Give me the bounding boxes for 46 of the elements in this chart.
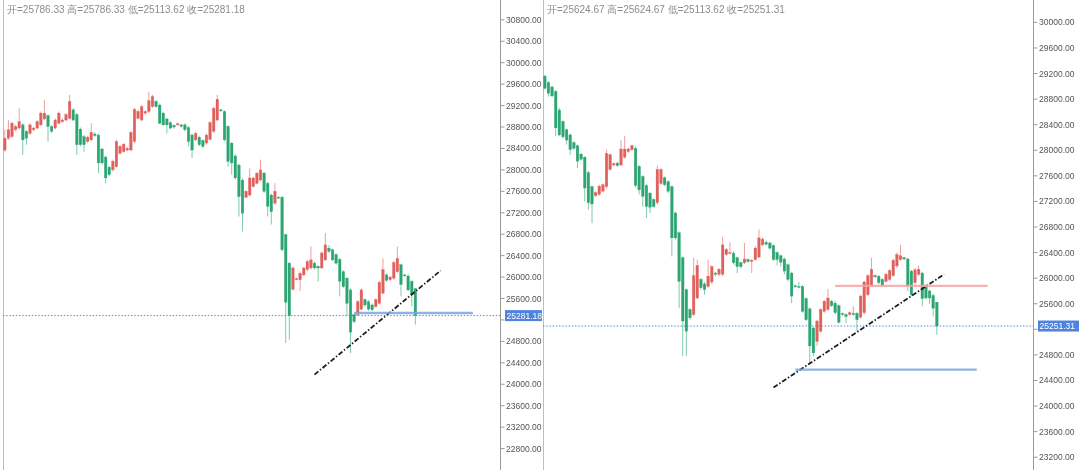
candlestick	[172, 123, 176, 130]
y-tick-label: 28400.00	[1039, 119, 1075, 130]
y-tick-label: 23600.00	[506, 400, 542, 411]
y-tick-label: 30000.00	[1039, 17, 1075, 28]
ref-line-label: 25281.18	[506, 310, 543, 321]
y-tick-label: 26800.00	[1039, 222, 1075, 233]
y-tick-label: 24000.00	[1039, 401, 1075, 412]
y-tick-label: 30800.00	[506, 14, 542, 25]
y-tick-label: 28400.00	[506, 143, 542, 154]
y-tick-label: 26000.00	[1039, 273, 1075, 284]
y-tick-label: 26400.00	[1039, 247, 1075, 258]
y-tick-label: 23200.00	[1039, 452, 1075, 463]
y-tick-label: 29200.00	[1039, 68, 1075, 79]
candlestick	[844, 312, 848, 324]
y-tick-label: 27600.00	[1039, 170, 1075, 181]
y-tick-label: 26000.00	[506, 272, 542, 283]
y-tick-label: 30000.00	[506, 57, 542, 68]
y-tick-label: 27200.00	[506, 207, 542, 218]
y-tick-label: 26400.00	[506, 250, 542, 261]
y-tick-label: 24000.00	[506, 379, 542, 390]
candlestick	[316, 264, 320, 282]
y-tick-label: 28800.00	[1039, 94, 1075, 105]
y-tick-label: 23600.00	[1039, 426, 1075, 437]
y-tick-label: 27600.00	[506, 186, 542, 197]
y-tick-label: 26800.00	[506, 229, 542, 240]
y-tick-label: 24400.00	[1039, 375, 1075, 386]
y-tick-label: 28800.00	[506, 122, 542, 133]
chart-title: 开=25624.67 高=25624.67 低=25113.62 收=25251.31	[547, 4, 786, 15]
y-tick-label: 28000.00	[1039, 145, 1075, 156]
y-tick-label: 24800.00	[506, 336, 542, 347]
y-tick-label: 29600.00	[506, 79, 542, 90]
y-tick-label: 25600.00	[506, 293, 542, 304]
y-tick-label: 24800.00	[1039, 349, 1075, 360]
y-tick-label: 25600.00	[1039, 298, 1075, 309]
y-tick-label: 28000.00	[506, 164, 542, 175]
candlestick	[746, 257, 750, 264]
y-tick-label: 30400.00	[506, 36, 542, 47]
y-tick-label: 29200.00	[506, 100, 542, 111]
y-tick-label: 29600.00	[1039, 42, 1075, 53]
candlestick	[728, 241, 732, 255]
y-tick-label: 23200.00	[506, 422, 542, 433]
y-tick-label: 24400.00	[506, 357, 542, 368]
ref-line-label: 25251.31	[1039, 321, 1076, 332]
chart-title: 开=25786.33 高=25786.33 低=25113.62 收=25281.18	[7, 4, 246, 15]
y-tick-label: 22800.00	[506, 443, 542, 454]
y-tick-label: 27200.00	[1039, 196, 1075, 207]
